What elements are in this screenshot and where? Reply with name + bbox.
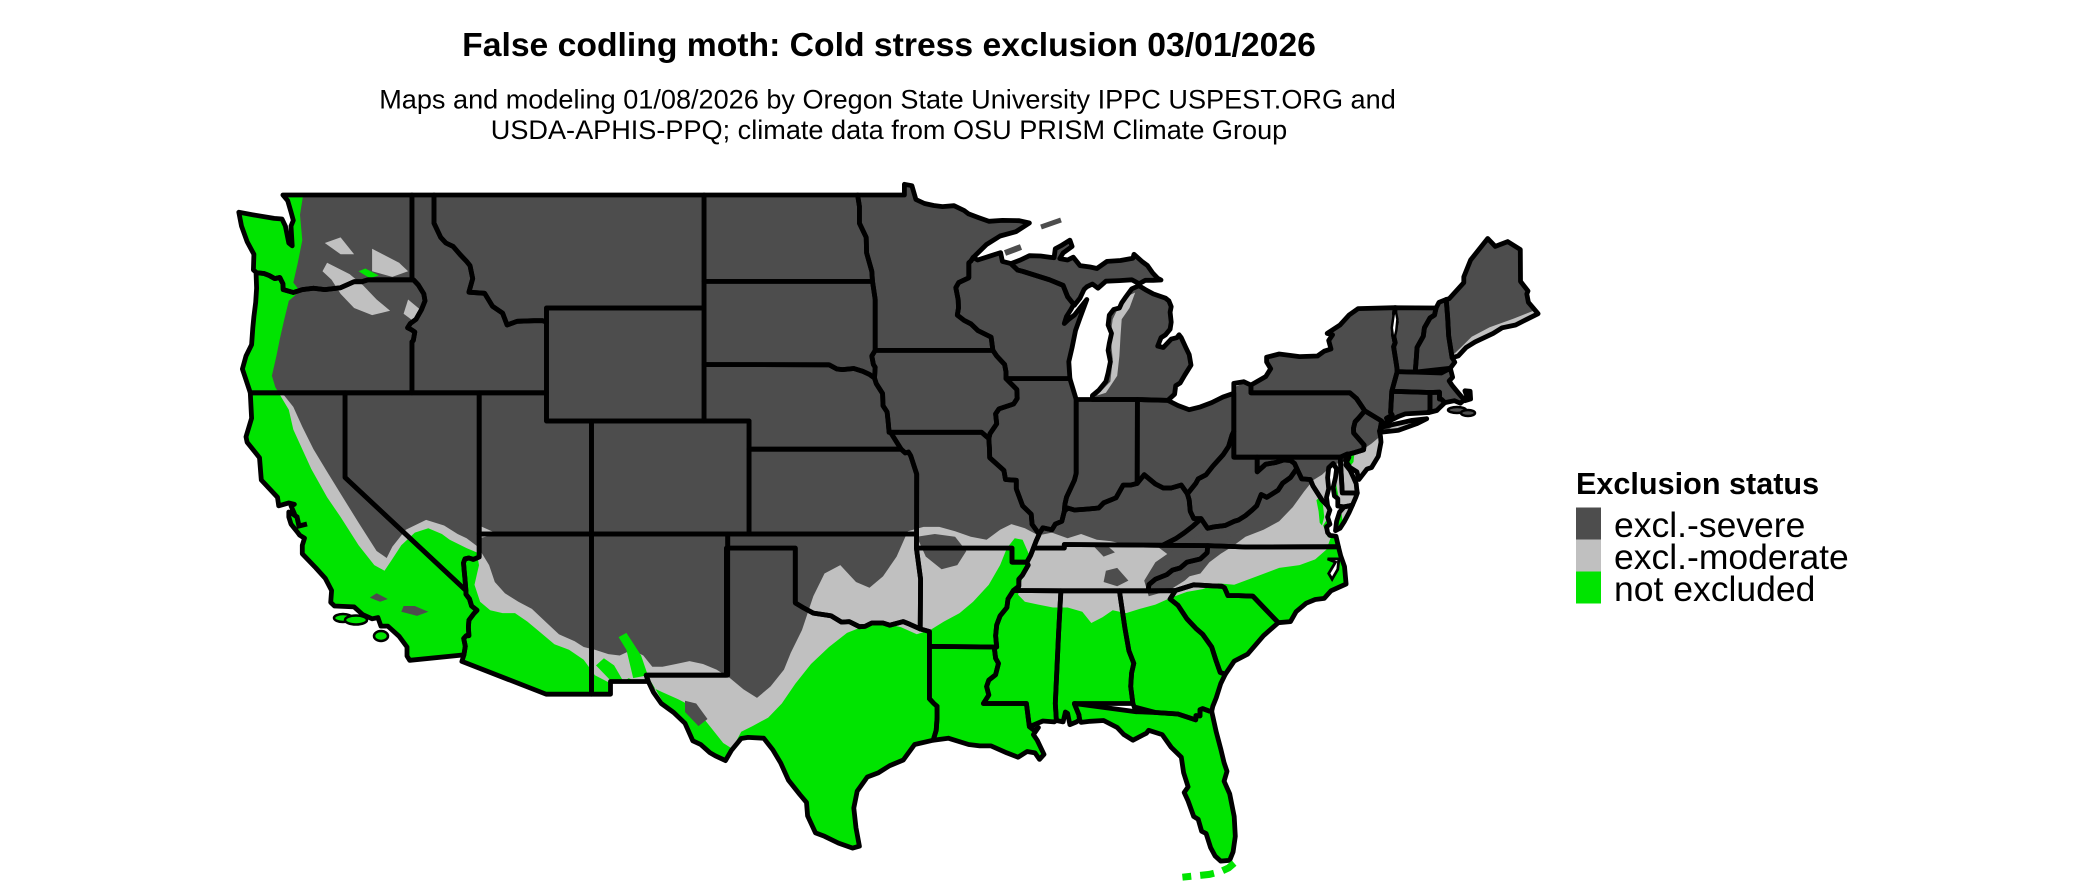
svg-text:excl.-severe: excl.-severe — [1614, 505, 1805, 545]
svg-text:Exclusion status: Exclusion status — [1576, 467, 1819, 501]
svg-text:not excluded: not excluded — [1614, 569, 1815, 609]
svg-text:Maps and modeling 01/08/2026 b: Maps and modeling 01/08/2026 by Oregon S… — [379, 84, 1396, 115]
svg-text:excl.-moderate: excl.-moderate — [1614, 537, 1849, 577]
svg-text:USDA-APHIS-PPQ; climate data f: USDA-APHIS-PPQ; climate data from OSU PR… — [491, 114, 1287, 145]
svg-text:False codling moth: Cold stres: False codling moth: Cold stress exclusio… — [462, 26, 1316, 64]
